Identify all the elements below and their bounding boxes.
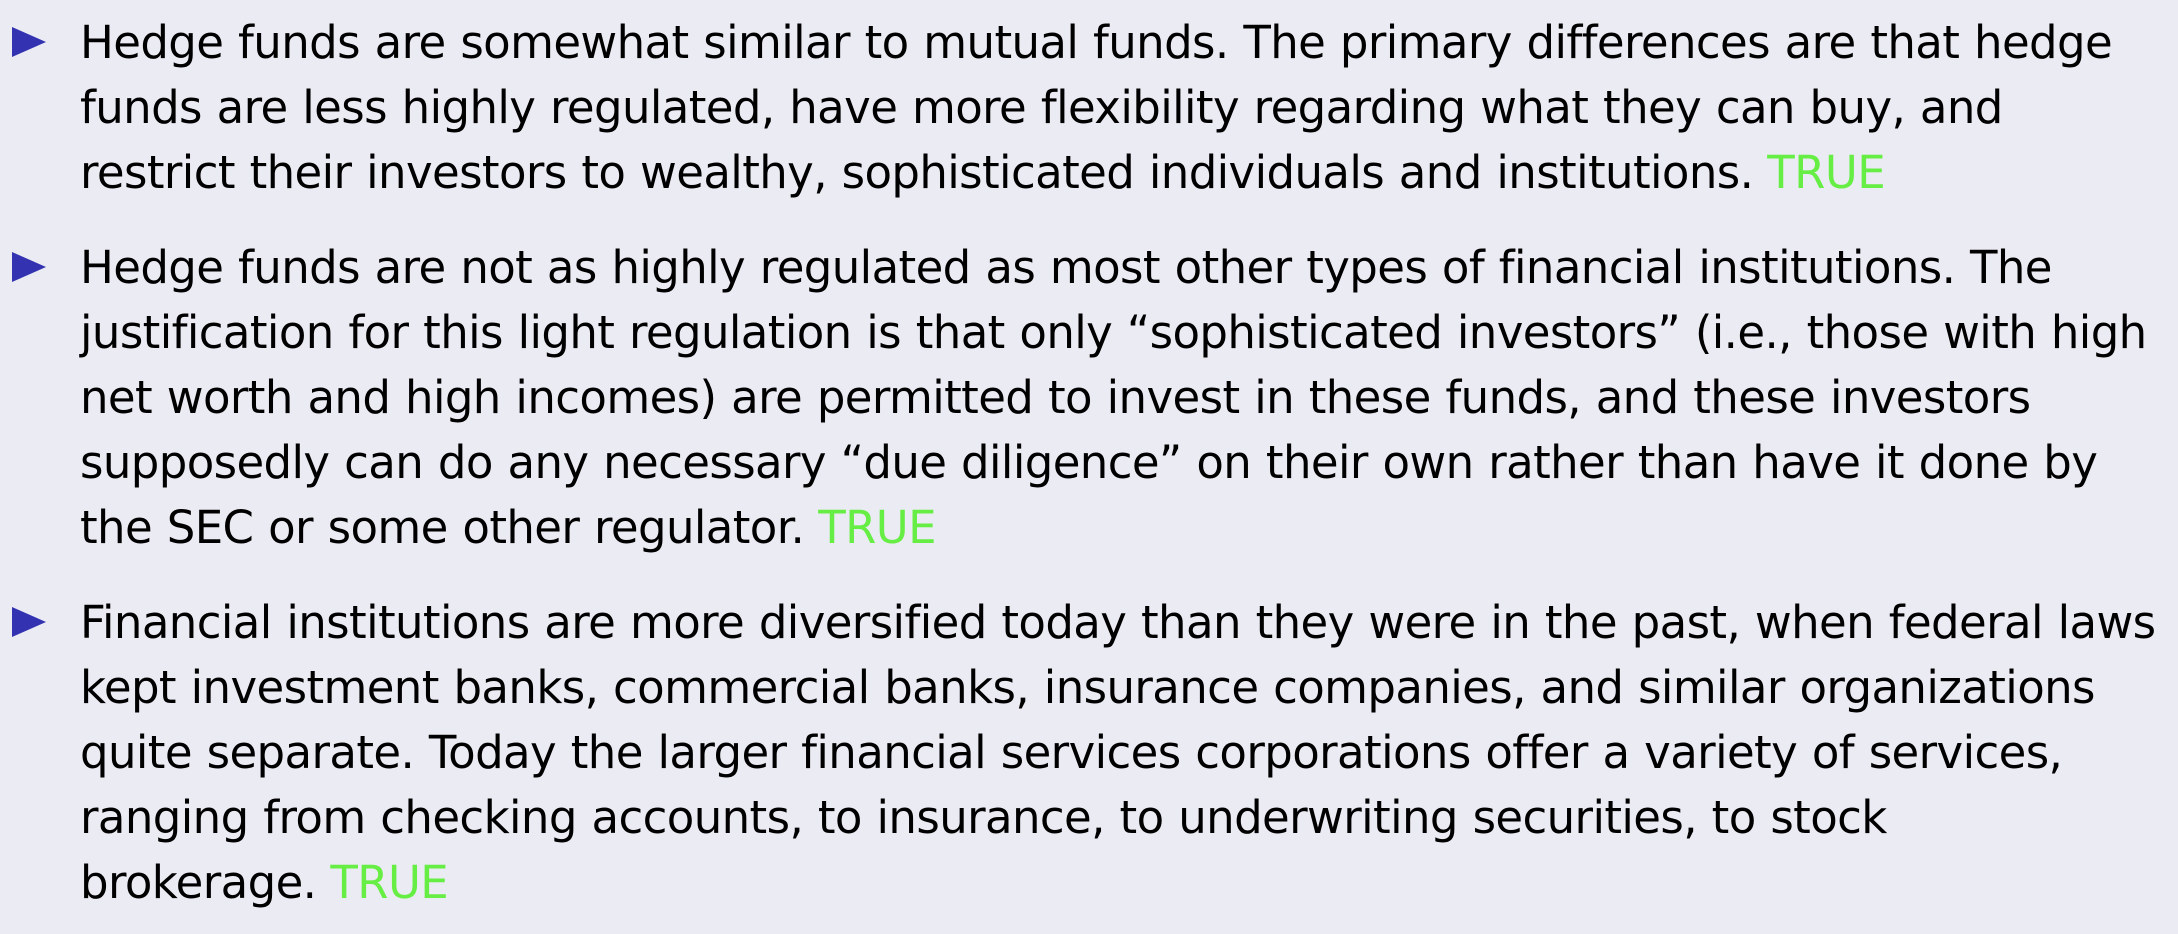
bullet-item-1: Hedge funds are somewhat similar to mutu… (0, 10, 2178, 205)
verdict-label: TRUE (818, 501, 936, 554)
verdict-label: TRUE (330, 856, 449, 909)
bullet-item-text: Hedge funds are somewhat similar to mutu… (80, 10, 2168, 205)
statement-text: Hedge funds are somewhat similar to mutu… (80, 16, 2113, 199)
triangle-bullet-icon (12, 27, 46, 57)
verdict-label: TRUE (1767, 146, 1886, 199)
bullet-item-3: Financial institutions are more diversif… (0, 590, 2178, 915)
triangle-bullet-icon (12, 607, 46, 637)
bullet-item-2: Hedge funds are not as highly regulated … (0, 235, 2178, 560)
bullet-item-text: Hedge funds are not as highly regulated … (80, 235, 2168, 560)
statement-text: Hedge funds are not as highly regulated … (80, 241, 2147, 554)
bullet-item-text: Financial institutions are more diversif… (80, 590, 2168, 915)
triangle-bullet-icon (12, 252, 46, 282)
statement-text: Financial institutions are more diversif… (80, 596, 2156, 909)
